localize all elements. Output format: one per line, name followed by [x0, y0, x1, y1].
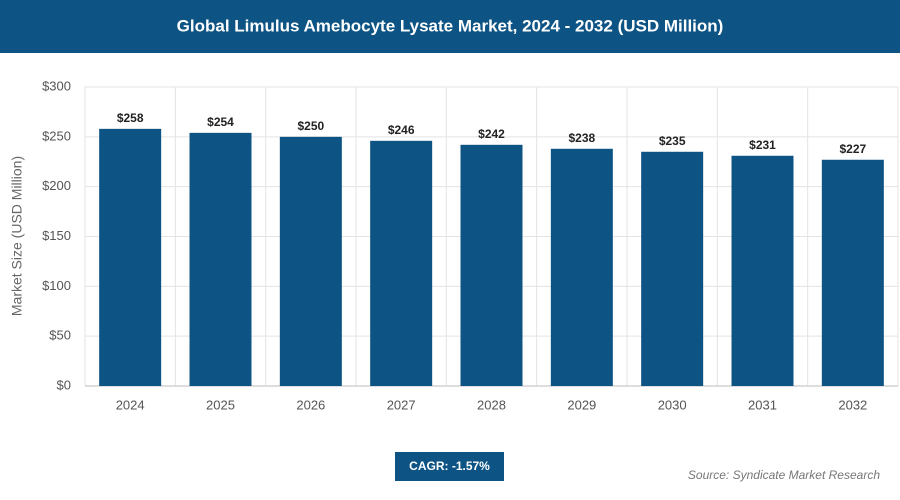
- bar: [550, 148, 613, 386]
- bar: [189, 132, 252, 386]
- bar: [821, 159, 884, 386]
- cagr-label: CAGR: -1.57%: [409, 459, 490, 473]
- bar: [460, 144, 523, 386]
- x-tick-label: 2032: [838, 397, 867, 412]
- cagr-badge: [395, 452, 504, 481]
- value-label: $250: [297, 119, 324, 133]
- x-tick-label: 2028: [477, 397, 506, 412]
- x-tick-label: 2025: [206, 397, 235, 412]
- value-label: $246: [388, 123, 415, 137]
- y-tick-label: $250: [42, 128, 71, 143]
- value-label: $242: [478, 127, 505, 141]
- y-tick-label: $200: [42, 178, 71, 193]
- value-label: $258: [117, 111, 144, 125]
- x-tick-label: 2029: [567, 397, 596, 412]
- value-label: $231: [749, 138, 776, 152]
- y-tick-label: $150: [42, 228, 71, 243]
- bar: [279, 136, 342, 386]
- x-tick-label: 2026: [296, 397, 325, 412]
- value-label: $235: [659, 134, 686, 148]
- y-tick-label: $100: [42, 278, 71, 293]
- y-tick-label: $50: [49, 328, 71, 343]
- value-label: $254: [207, 115, 234, 129]
- y-axis-label: Market Size (USD Million): [9, 156, 25, 316]
- x-tick-label: 2024: [116, 397, 145, 412]
- value-label: $238: [568, 131, 595, 145]
- bar: [731, 155, 794, 386]
- source-note: Source: Syndicate Market Research: [688, 468, 880, 482]
- bar: [370, 140, 433, 386]
- chart-title: Global Limulus Amebocyte Lysate Market, …: [177, 16, 724, 35]
- value-label: $227: [839, 142, 866, 156]
- bar: [641, 151, 704, 386]
- bar: [99, 128, 162, 387]
- header-bar: [0, 0, 900, 53]
- x-tick-label: 2030: [658, 397, 687, 412]
- y-tick-label: $300: [42, 78, 71, 93]
- x-tick-label: 2031: [748, 397, 777, 412]
- x-tick-label: 2027: [387, 397, 416, 412]
- y-tick-label: $0: [57, 377, 71, 392]
